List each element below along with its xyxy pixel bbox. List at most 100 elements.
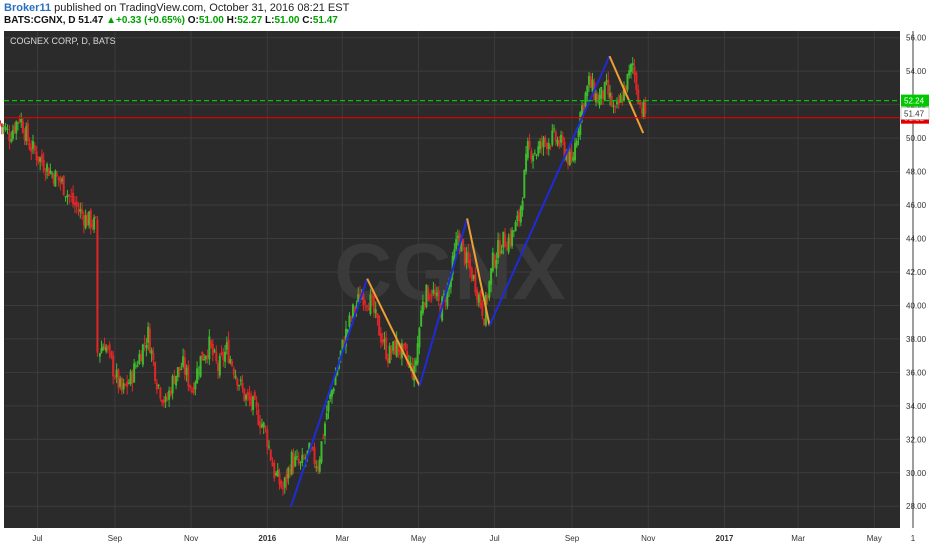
candle-body bbox=[140, 354, 143, 362]
candle-body bbox=[105, 346, 108, 352]
candle-body bbox=[115, 369, 118, 378]
open-label: O: bbox=[187, 15, 199, 26]
candle-body bbox=[418, 328, 421, 348]
candle-body bbox=[602, 90, 605, 99]
candle-body bbox=[0, 123, 3, 127]
candle-body bbox=[381, 338, 384, 344]
candle-body bbox=[560, 134, 563, 143]
candle-body bbox=[547, 143, 550, 149]
candle-body bbox=[577, 130, 580, 138]
candle-body bbox=[280, 480, 283, 488]
candle-body bbox=[187, 365, 190, 387]
candle-body bbox=[404, 343, 407, 350]
candle-body bbox=[341, 339, 344, 350]
candle-body bbox=[530, 150, 533, 160]
zigzag-segment bbox=[290, 278, 369, 507]
candle-body bbox=[406, 351, 409, 361]
candle-body bbox=[199, 355, 202, 377]
candle-body bbox=[535, 154, 538, 156]
candle-body bbox=[315, 466, 318, 468]
candle-body bbox=[250, 397, 253, 406]
published-text: published on TradingView.com, October 31… bbox=[54, 2, 350, 14]
y-tick-label: 40.00 bbox=[906, 301, 927, 310]
candle-body bbox=[511, 229, 514, 247]
candle-body bbox=[526, 141, 529, 158]
candle-body bbox=[344, 328, 347, 347]
candle-body bbox=[532, 155, 535, 162]
candle-body bbox=[77, 210, 80, 212]
price-chart[interactable]: 28.00 30.00 32.00 34.00 36.00 38.00 40.00 42.00… bbox=[0, 29, 932, 550]
candle-body bbox=[561, 136, 564, 142]
candle-body bbox=[178, 366, 181, 371]
candle-body bbox=[565, 153, 568, 160]
candle-body bbox=[553, 128, 556, 130]
candle-body bbox=[507, 237, 510, 253]
candle-body bbox=[168, 390, 171, 400]
candle-body bbox=[437, 290, 440, 302]
candle-body bbox=[353, 308, 356, 312]
candle-body bbox=[236, 378, 239, 386]
candle-body bbox=[637, 89, 640, 104]
candle-body bbox=[124, 384, 127, 386]
candle-body bbox=[544, 138, 547, 142]
candle-body bbox=[73, 202, 76, 206]
candle-body bbox=[502, 231, 505, 248]
candle-body bbox=[86, 214, 89, 226]
candle-body bbox=[15, 121, 18, 134]
candle-body bbox=[204, 355, 207, 360]
candle-body bbox=[304, 458, 307, 460]
candle-body bbox=[222, 352, 225, 361]
candle-body bbox=[586, 86, 589, 96]
candle-body bbox=[574, 143, 577, 161]
candle-body bbox=[49, 170, 52, 174]
candle-body bbox=[175, 375, 178, 386]
candle-body bbox=[386, 358, 389, 363]
candle-body bbox=[549, 145, 552, 147]
candle-body bbox=[136, 365, 139, 367]
candle-body bbox=[25, 126, 28, 142]
y-tick-label: 34.00 bbox=[906, 402, 927, 411]
candle-body bbox=[615, 101, 618, 105]
candle-body bbox=[292, 453, 295, 468]
candle-body bbox=[10, 139, 13, 142]
y-tick-label: 56.00 bbox=[906, 34, 927, 43]
candle-body bbox=[336, 370, 339, 376]
candle-body bbox=[94, 216, 97, 218]
y-tick-label: 54.00 bbox=[906, 67, 927, 76]
candle-body bbox=[283, 477, 286, 488]
candle-body bbox=[273, 462, 276, 479]
candle-body bbox=[112, 355, 115, 377]
candle-body bbox=[229, 358, 232, 364]
candle-body bbox=[276, 469, 279, 477]
candle-body bbox=[127, 382, 130, 384]
candle-body bbox=[568, 151, 571, 165]
candle-body bbox=[444, 296, 447, 303]
candle-body bbox=[150, 350, 153, 354]
candle-body bbox=[299, 461, 302, 464]
candle-body bbox=[173, 376, 176, 384]
candle-body bbox=[278, 473, 281, 485]
candle-body bbox=[493, 255, 496, 267]
candle-body bbox=[483, 318, 486, 326]
candle-body bbox=[169, 390, 172, 395]
candle-body bbox=[72, 192, 75, 205]
chart-area[interactable]: 28.00 30.00 32.00 34.00 36.00 38.00 40.00 42.00… bbox=[0, 29, 932, 550]
y-tick-label: 30.00 bbox=[906, 469, 927, 478]
candle-body bbox=[546, 142, 549, 150]
candle-body bbox=[6, 129, 9, 131]
candle-body bbox=[44, 173, 47, 175]
candle-body bbox=[225, 342, 228, 350]
candle-body bbox=[59, 178, 62, 183]
candle-body bbox=[639, 102, 642, 105]
candle-body bbox=[217, 362, 220, 372]
candle-body bbox=[512, 230, 515, 232]
candle-body bbox=[129, 371, 132, 385]
candle-body bbox=[537, 146, 540, 155]
author-link[interactable]: Broker11 bbox=[4, 2, 52, 14]
candle-body bbox=[155, 383, 158, 390]
candle-body bbox=[635, 72, 638, 90]
x-tick-label: Nov bbox=[184, 534, 198, 543]
candle-body bbox=[533, 152, 536, 154]
candle-body bbox=[266, 429, 269, 447]
candle-body bbox=[388, 345, 391, 364]
